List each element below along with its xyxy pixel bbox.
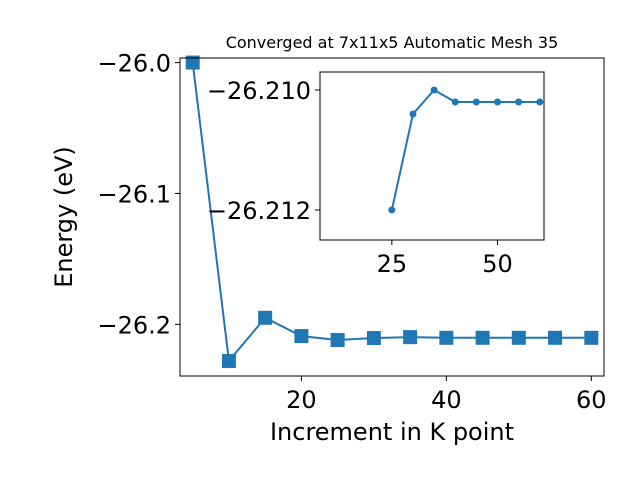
main-plot: 20 40 60 −26.0 −26.1 −26.2	[97, 50, 606, 414]
main-y-tick-label: −26.0	[97, 50, 171, 78]
inset-plot-frame	[319, 71, 545, 241]
main-data-point	[330, 333, 345, 348]
inset-data-point	[515, 98, 523, 106]
inset-data-point	[472, 98, 480, 106]
main-data-point	[548, 330, 563, 345]
inset-data-point	[409, 110, 417, 118]
inset-plot: 25 50 −26.212 −26.210	[207, 77, 544, 278]
x-axis-label: Increment in K point	[270, 418, 514, 446]
inset-data-point	[388, 206, 396, 214]
main-data-point	[366, 331, 381, 346]
main-data-point	[439, 330, 454, 345]
chart-title: Converged at 7x11x5 Automatic Mesh 35	[226, 33, 559, 52]
main-data-point	[403, 330, 418, 345]
y-axis-label: Energy (eV)	[50, 146, 78, 288]
inset-series-line	[390, 88, 540, 211]
main-x-tick-label: 60	[576, 386, 607, 414]
main-x-tick-label: 40	[431, 386, 462, 414]
main-y-tick-label: −26.2	[97, 311, 171, 339]
main-data-point	[584, 330, 599, 345]
inset-x-tick-label: 25	[377, 250, 408, 278]
main-data-point	[185, 55, 200, 70]
main-plot-frame	[179, 57, 605, 377]
inset-data-point	[430, 86, 438, 94]
inset-x-tick-label: 50	[482, 250, 513, 278]
main-y-tick-label: −26.1	[97, 180, 171, 208]
main-data-point	[258, 310, 273, 325]
main-x-tick-label: 20	[286, 386, 317, 414]
inset-y-tick-label: −26.212	[207, 197, 311, 225]
main-data-point	[221, 353, 236, 368]
inset-data-point	[536, 98, 544, 106]
inset-y-tick-label: −26.210	[207, 77, 311, 105]
main-data-point	[511, 330, 526, 345]
inset-data-point	[451, 98, 459, 106]
main-data-point	[294, 329, 309, 344]
main-data-point	[475, 330, 490, 345]
inset-data-point	[494, 98, 502, 106]
